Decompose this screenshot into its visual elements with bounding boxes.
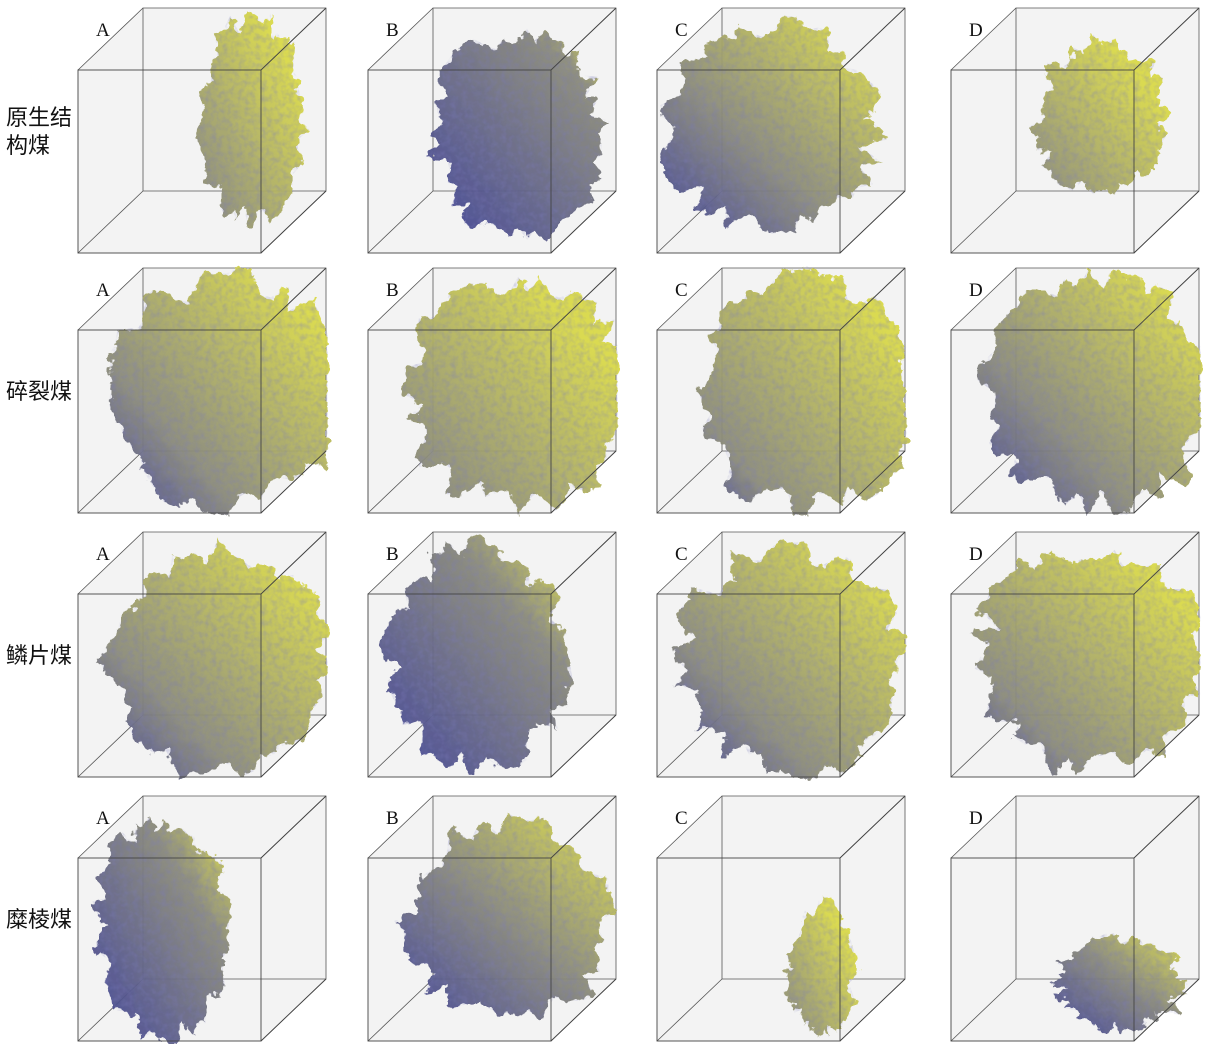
figure: A B C D A B C D A B C D A B C D [0, 0, 1210, 1044]
panel: C [657, 8, 905, 253]
panel: D [951, 8, 1199, 253]
row-label: 碎裂煤 [6, 379, 72, 407]
panel: B [368, 268, 618, 515]
panel-letter: C [675, 808, 688, 829]
panel-letter: C [675, 20, 688, 41]
panel: A [78, 532, 328, 778]
panel-letter: A [96, 544, 110, 565]
cube-face [657, 796, 905, 1041]
panel-letter: D [969, 544, 983, 565]
panel-letter: A [96, 280, 110, 301]
panel: A [78, 267, 328, 515]
row-label: 糜棱煤 [6, 907, 72, 935]
panel: C [657, 532, 907, 779]
panel-letter: B [386, 20, 399, 41]
panel: C [657, 796, 905, 1041]
panel: A [78, 796, 326, 1043]
panel: C [657, 266, 907, 515]
panel: D [951, 532, 1201, 777]
panel-letter: C [675, 280, 688, 301]
panel-letter: C [675, 544, 688, 565]
row-label: 原生结构煤 [6, 105, 72, 161]
panel: B [368, 8, 616, 253]
panel: B [368, 796, 618, 1041]
panel-letter: B [386, 544, 399, 565]
panel-letter: B [386, 280, 399, 301]
panel-letter: D [969, 20, 983, 41]
panel: D [951, 268, 1201, 515]
panel-letter: A [96, 20, 110, 41]
panel-letter: A [96, 808, 110, 829]
panel: A [78, 8, 326, 253]
figure-page: ABCDABCDABCDABCD (() => { const data = J… [0, 0, 1210, 1044]
panel-letter: D [969, 280, 983, 301]
panel: B [368, 532, 616, 777]
panel-letter: D [969, 808, 983, 829]
panel-letter: B [386, 808, 399, 829]
row-label: 鳞片煤 [6, 643, 72, 671]
panel: D [951, 796, 1199, 1041]
